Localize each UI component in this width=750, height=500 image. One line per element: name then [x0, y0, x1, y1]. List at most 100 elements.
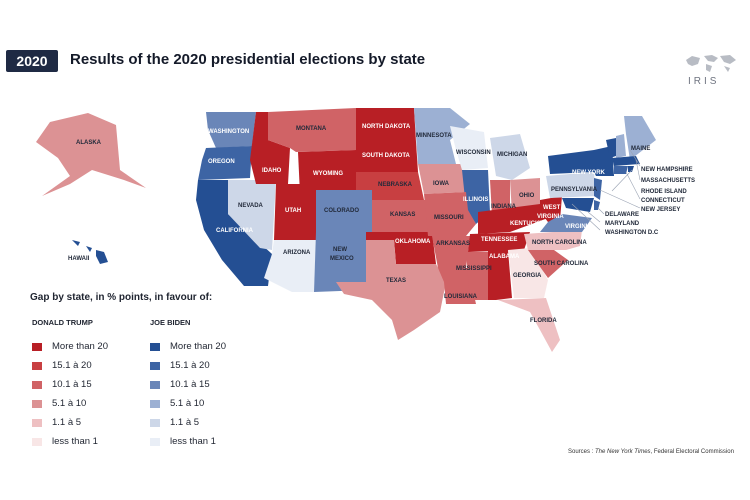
state-indiana [490, 180, 510, 216]
state-wisconsin [450, 126, 488, 170]
label-michigan: MICHIGAN [497, 152, 527, 158]
state-illinois [462, 170, 490, 224]
legend-label: less than 1 [170, 436, 216, 447]
state-michigan [490, 134, 530, 180]
state-south-carolina [528, 250, 568, 278]
state-new-jersey [594, 178, 602, 200]
legend-label: More than 20 [52, 341, 108, 352]
state-new-mexico [314, 232, 366, 292]
legend-item: More than 20 [150, 337, 226, 356]
legend-item: 1.1 à 5 [32, 413, 108, 432]
label-arkansas: ARKANSAS [436, 241, 470, 247]
label-delaware: DELAWARE [605, 212, 639, 218]
label-kentucky: KENTUCKY [510, 221, 543, 227]
label-new-york: NEW YORK [572, 170, 606, 176]
legend-swatch [150, 437, 160, 446]
legend-item: 5.1 à 10 [32, 394, 108, 413]
label-washington-dc: WASHINGTON D.C [605, 230, 659, 236]
state-colorado [316, 190, 372, 232]
state-mississippi [466, 252, 488, 300]
source-publication: The New York Times [595, 449, 651, 455]
legend-trump-heading: DONALD TRUMP [32, 318, 93, 327]
legend-item: 5.1 à 10 [150, 394, 226, 413]
legend-label: less than 1 [52, 436, 98, 447]
state-south-dakota [356, 142, 418, 172]
label-maine: MAINE [631, 146, 650, 152]
label-new-hampshire: NEW HAMPSHIRE [641, 167, 693, 173]
legend-biden: JOE BIDEN More than 20 15.1 à 20 10.1 à … [150, 318, 226, 451]
logo-text: IRIS [688, 76, 720, 87]
state-texas [336, 240, 446, 340]
state-virginia [540, 214, 592, 232]
label-colorado: COLORADO [324, 208, 359, 214]
label-ohio: OHIO [519, 193, 535, 199]
label-new-jersey: NEW JERSEY [641, 207, 680, 213]
map-title: Results of the 2020 presidential electio… [70, 51, 426, 68]
state-alaska [36, 113, 146, 196]
legend-label: 15.1 à 20 [170, 360, 210, 371]
legend-label: 5.1 à 10 [170, 398, 205, 409]
legend-label: 1.1 à 5 [170, 417, 200, 428]
label-west-virginia-1: WEST [543, 205, 561, 211]
label-idaho: IDAHO [262, 168, 282, 174]
legend-item: less than 1 [32, 432, 108, 451]
state-tennessee [468, 232, 530, 252]
state-rhode-island [628, 166, 634, 172]
leader-lines [571, 149, 641, 231]
state-connecticut [614, 166, 628, 174]
state-iowa [418, 164, 466, 194]
label-mississippi: MISSISSIPPI [456, 266, 492, 272]
state-maryland [562, 198, 594, 212]
legend-title: Gap by state, in % points, in favour of: [30, 292, 213, 303]
state-georgia [508, 248, 548, 298]
state-new-york [548, 146, 614, 176]
legend-swatch [32, 399, 42, 408]
source-prefix: Sources : [568, 449, 596, 455]
legend-label: 1.1 à 5 [52, 417, 82, 428]
state-washington [206, 112, 256, 148]
state-north-carolina [524, 230, 582, 250]
label-south-dakota: SOUTH DAKOTA [362, 153, 411, 159]
state-arizona [264, 240, 316, 292]
label-north-dakota: NORTH DAKOTA [362, 124, 411, 130]
legend-label: 5.1 à 10 [52, 398, 87, 409]
label-massachusetts: MASSACHUSETTS [641, 178, 695, 184]
state-montana [268, 108, 356, 152]
label-missouri: MISSOURI [434, 215, 464, 221]
label-rhode-island: RHODE ISLAND [641, 189, 687, 195]
legend-label: 10.1 à 15 [170, 379, 210, 390]
label-virginia: VIRGINIA [565, 224, 592, 230]
label-oregon: OREGON [208, 159, 235, 165]
legend-item: 15.1 à 20 [32, 356, 108, 375]
state-missouri [424, 192, 476, 236]
state-nevada [228, 180, 276, 250]
state-hawaii [72, 240, 108, 264]
label-new-mexico-1: NEW [333, 247, 347, 253]
year-badge: 2020 [6, 50, 58, 72]
state-vermont [606, 138, 616, 158]
label-georgia: GEORGIA [513, 273, 542, 279]
state-minnesota [414, 108, 470, 164]
label-wisconsin: WISCONSIN [456, 150, 491, 156]
legend-swatch [32, 418, 42, 427]
state-utah [274, 184, 316, 240]
label-montana: MONTANA [296, 126, 327, 132]
label-new-mexico-2: MEXICO [330, 256, 354, 262]
legend-biden-heading: JOE BIDEN [150, 318, 191, 327]
label-wyoming: WYOMING [313, 171, 343, 177]
state-kentucky [478, 204, 548, 234]
label-north-carolina: NORTH CAROLINA [532, 240, 587, 246]
legend-swatch [150, 380, 160, 389]
label-nevada: NEVADA [238, 203, 264, 209]
legend-item: 15.1 à 20 [150, 356, 226, 375]
legend-label: More than 20 [170, 341, 226, 352]
legend-swatch [150, 418, 160, 427]
source-rest: , Federal Electoral Commission [650, 449, 734, 455]
label-hawaii: HAWAII [68, 256, 90, 262]
label-arizona: ARIZONA [283, 250, 311, 256]
legend-swatch [32, 437, 42, 446]
label-connecticut: CONNECTICUT [641, 198, 685, 204]
state-oregon [198, 146, 252, 180]
state-arkansas [432, 236, 470, 268]
state-delaware [594, 200, 600, 210]
